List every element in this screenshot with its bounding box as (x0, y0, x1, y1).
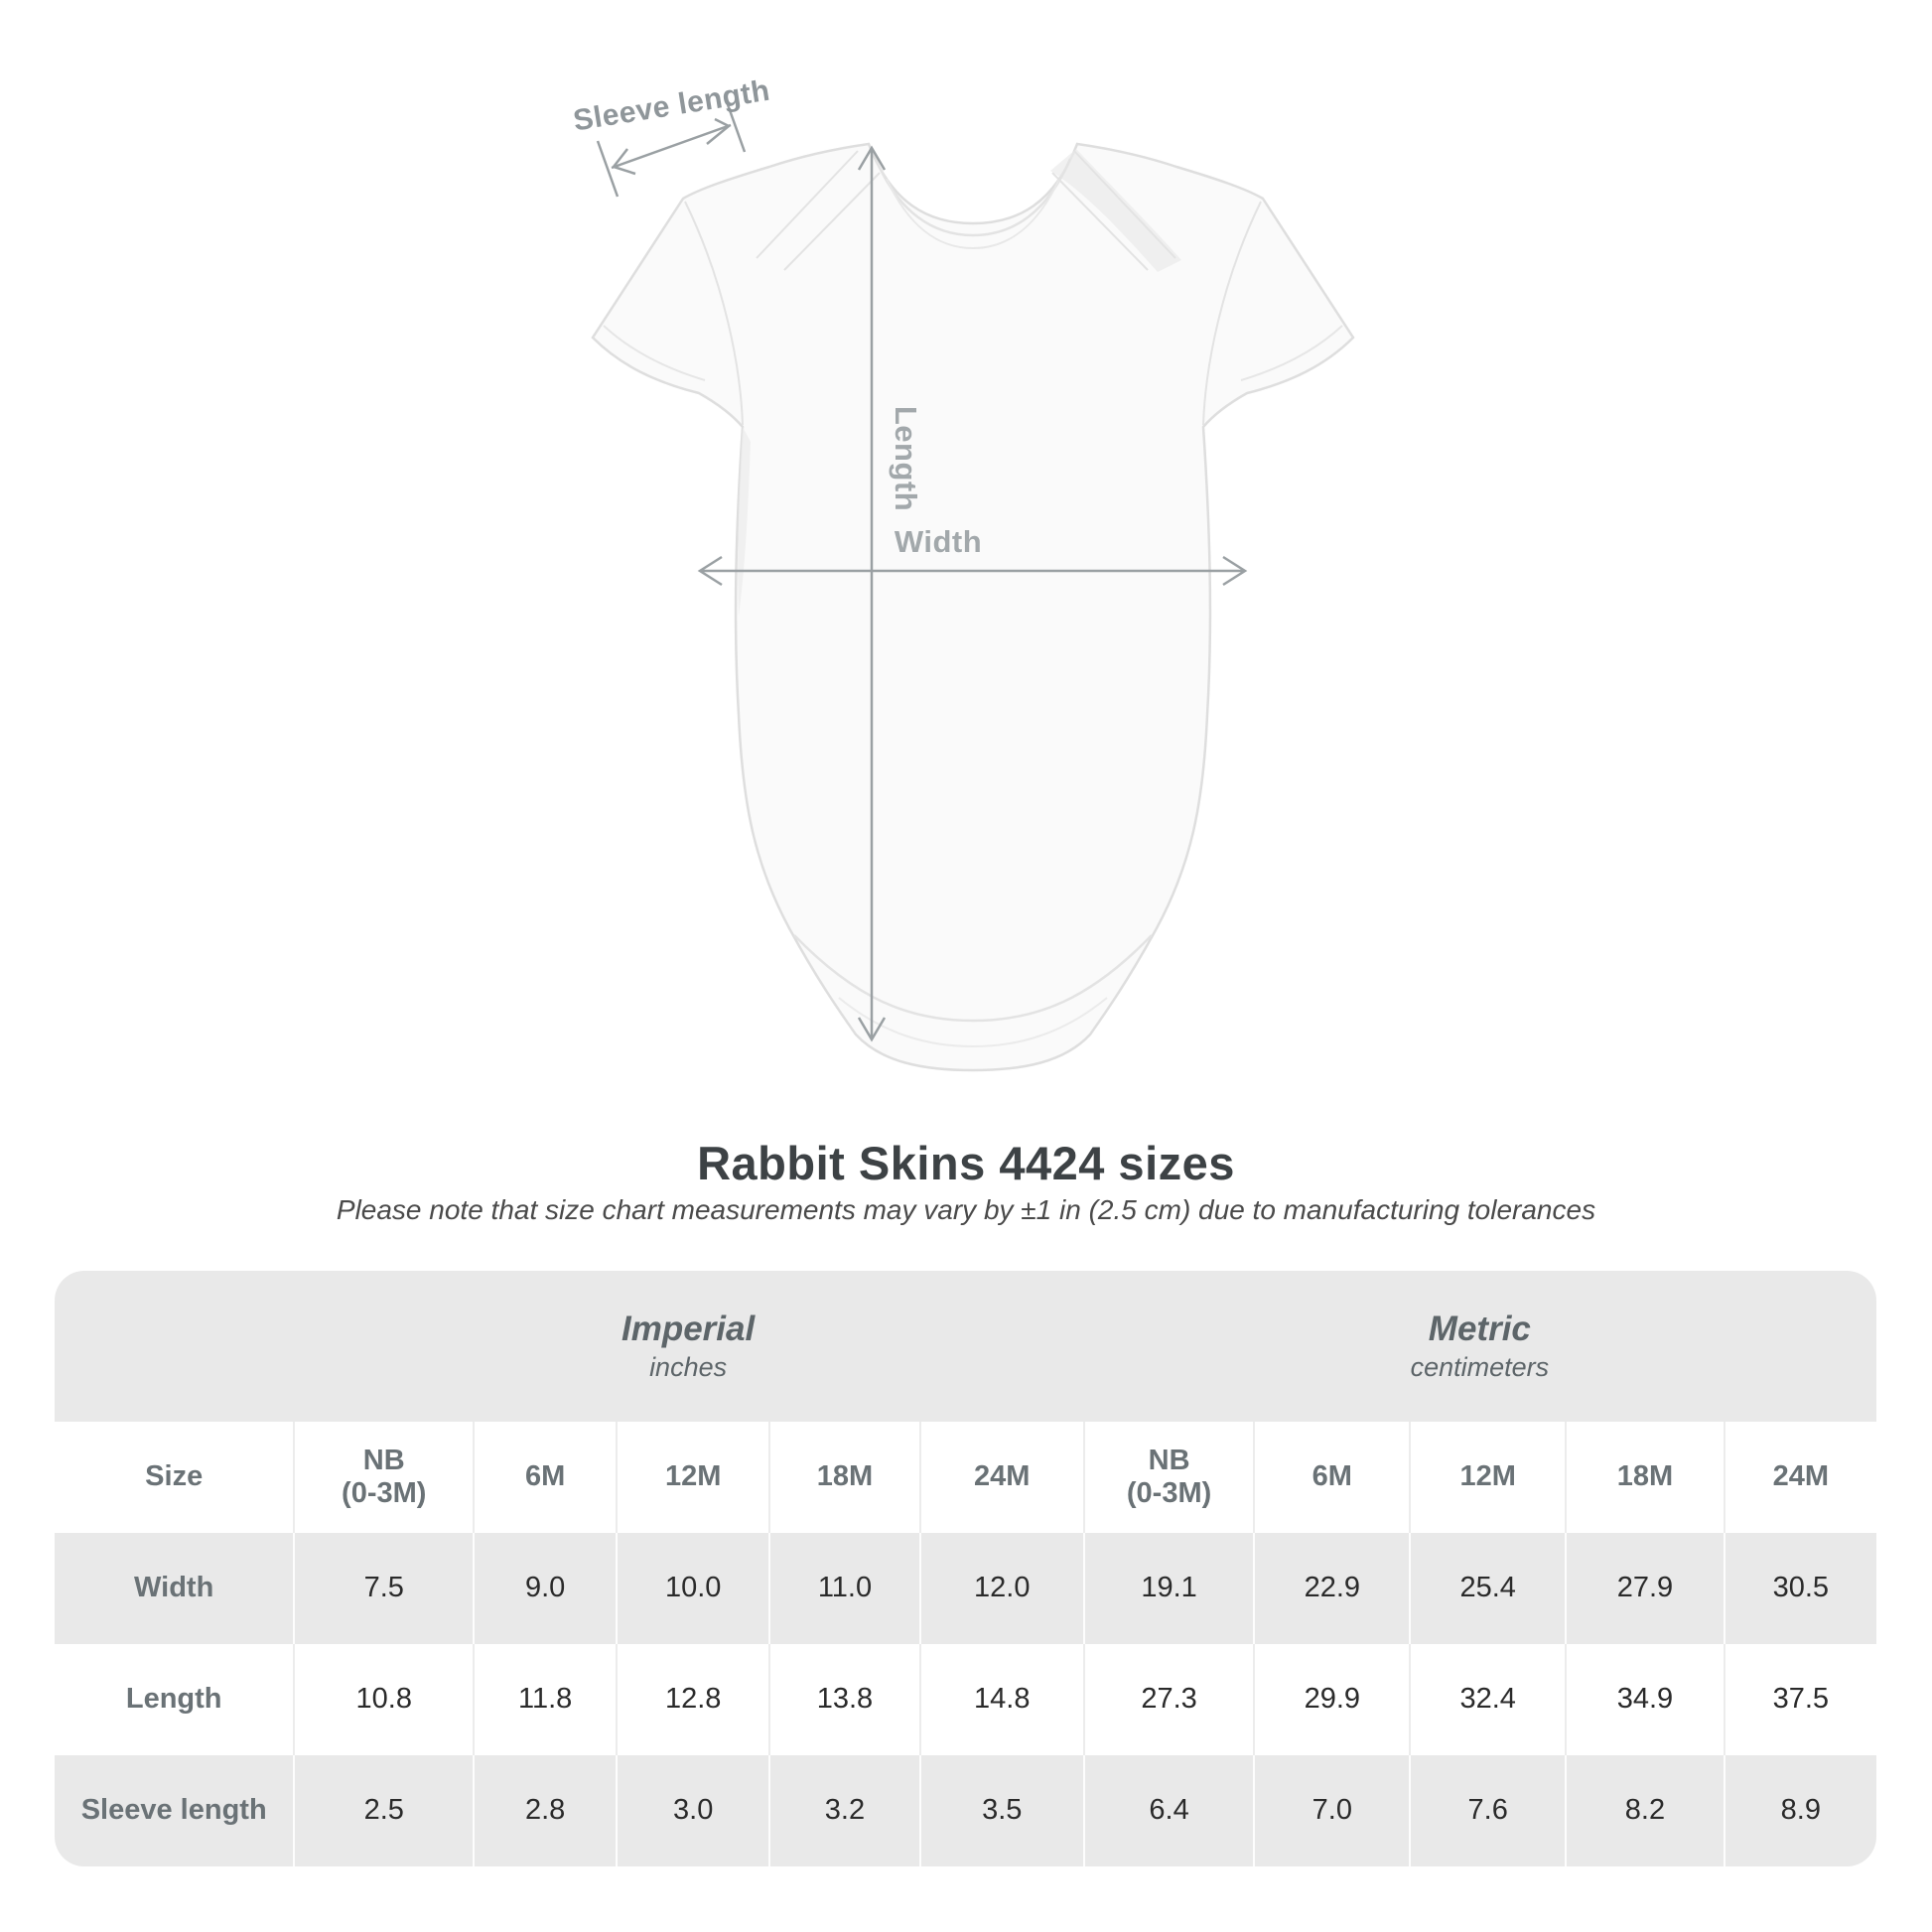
collar-shadow (1050, 149, 1181, 272)
table-cell: 7.0 (1253, 1755, 1409, 1866)
table-cell: 6.4 (1082, 1755, 1254, 1866)
table-cell: 14.8 (918, 1644, 1083, 1755)
table-row-length: Length 10.8 11.8 12.8 13.8 14.8 27.3 29.… (55, 1644, 1876, 1755)
table-row-width: Width 7.5 9.0 10.0 11.0 12.0 19.1 22.9 2… (55, 1533, 1876, 1644)
unit-header-row: Imperial inches Metric centimeters (55, 1271, 1876, 1422)
table-cell: 7.6 (1409, 1755, 1565, 1866)
table-cell: 9.0 (473, 1533, 616, 1644)
imperial-group-header: Imperial inches (293, 1271, 1082, 1422)
table-cell: 2.5 (293, 1755, 473, 1866)
right-shoulder-flap (1051, 150, 1176, 271)
sleeve-length-arrow (596, 95, 747, 198)
underarm-shadow (738, 427, 751, 616)
width-arrow (697, 555, 1248, 587)
right-sleeve-seam (1202, 201, 1262, 426)
left-cuff-binding (603, 325, 706, 381)
table-row-sleeve-length: Sleeve length 2.5 2.8 3.0 3.2 3.5 6.4 7.… (55, 1755, 1876, 1866)
onesie-body (591, 142, 1355, 1072)
table-cell: 10.8 (293, 1644, 473, 1755)
imperial-title: Imperial (621, 1309, 756, 1348)
column-header: NB (0-3M) (293, 1422, 473, 1533)
column-header: 18M (1565, 1422, 1724, 1533)
column-header: 12M (616, 1422, 768, 1533)
table-cell: 27.3 (1082, 1644, 1254, 1755)
table-cell: 29.9 (1253, 1644, 1409, 1755)
table-cell: 11.0 (768, 1533, 918, 1644)
column-header: NB (0-3M) (1082, 1422, 1254, 1533)
length-label: Length (889, 406, 923, 511)
table-cell: 19.1 (1082, 1533, 1254, 1644)
table-cell: 32.4 (1409, 1644, 1565, 1755)
table-cell: 27.9 (1565, 1533, 1724, 1644)
column-header: 6M (473, 1422, 616, 1533)
table-cell: 3.0 (616, 1755, 768, 1866)
onesie-graphic (591, 142, 1355, 1072)
table-cell: 12.8 (616, 1644, 768, 1755)
onesie-measurement-diagram: Length Width Sleeve length (571, 74, 1355, 1072)
table-cell: 30.5 (1723, 1533, 1876, 1644)
metric-title: Metric (1428, 1309, 1531, 1348)
size-header-row: Size NB (0-3M) 6M 12M 18M 24M NB (0-3M) 6M… (55, 1422, 1876, 1533)
column-header: 12M (1409, 1422, 1565, 1533)
column-header: 24M (918, 1422, 1083, 1533)
length-arrow (857, 145, 887, 1042)
size-table: Imperial inches Metric centimeters Size … (55, 1271, 1876, 1866)
imperial-unit: inches (649, 1352, 728, 1383)
table-cell: 22.9 (1253, 1533, 1409, 1644)
table-cell: 3.2 (768, 1755, 918, 1866)
column-header: 6M (1253, 1422, 1409, 1533)
sleeve-length-label: Sleeve length (571, 74, 772, 138)
column-header: 18M (768, 1422, 918, 1533)
table-cell: 25.4 (1409, 1533, 1565, 1644)
page-title: Rabbit Skins 4424 sizes (697, 1137, 1235, 1189)
table-cell: 12.0 (918, 1533, 1083, 1644)
table-cell: 11.8 (473, 1644, 616, 1755)
table-cell: 8.9 (1723, 1755, 1876, 1866)
tolerance-note: Please note that size chart measurements… (336, 1194, 1596, 1225)
table-cell: 2.8 (473, 1755, 616, 1866)
measurement-annotations (596, 95, 1248, 1042)
right-cuff-binding (1240, 325, 1343, 381)
collar-rib-line-1 (874, 158, 1072, 237)
row-label: Sleeve length (80, 1794, 267, 1827)
row-label: Width (134, 1572, 214, 1604)
row-label: Length (125, 1683, 222, 1716)
metric-group-header: Metric centimeters (1083, 1271, 1876, 1422)
table-cell: 7.5 (293, 1533, 473, 1644)
width-label: Width (895, 524, 982, 559)
table-cell: 13.8 (768, 1644, 918, 1755)
table-cell: 10.0 (616, 1533, 768, 1644)
left-shoulder-flap (756, 150, 881, 271)
metric-unit: centimeters (1410, 1352, 1550, 1383)
collar-rib-line-2 (886, 178, 1060, 250)
crotch-flap (793, 934, 1153, 1023)
size-header-label: Size (145, 1460, 204, 1493)
table-cell: 8.2 (1565, 1755, 1724, 1866)
table-cell: 37.5 (1723, 1644, 1876, 1755)
table-cell: 3.5 (918, 1755, 1083, 1866)
column-header: 24M (1723, 1422, 1876, 1533)
left-sleeve-seam (684, 201, 744, 426)
table-cell: 34.9 (1565, 1644, 1724, 1755)
